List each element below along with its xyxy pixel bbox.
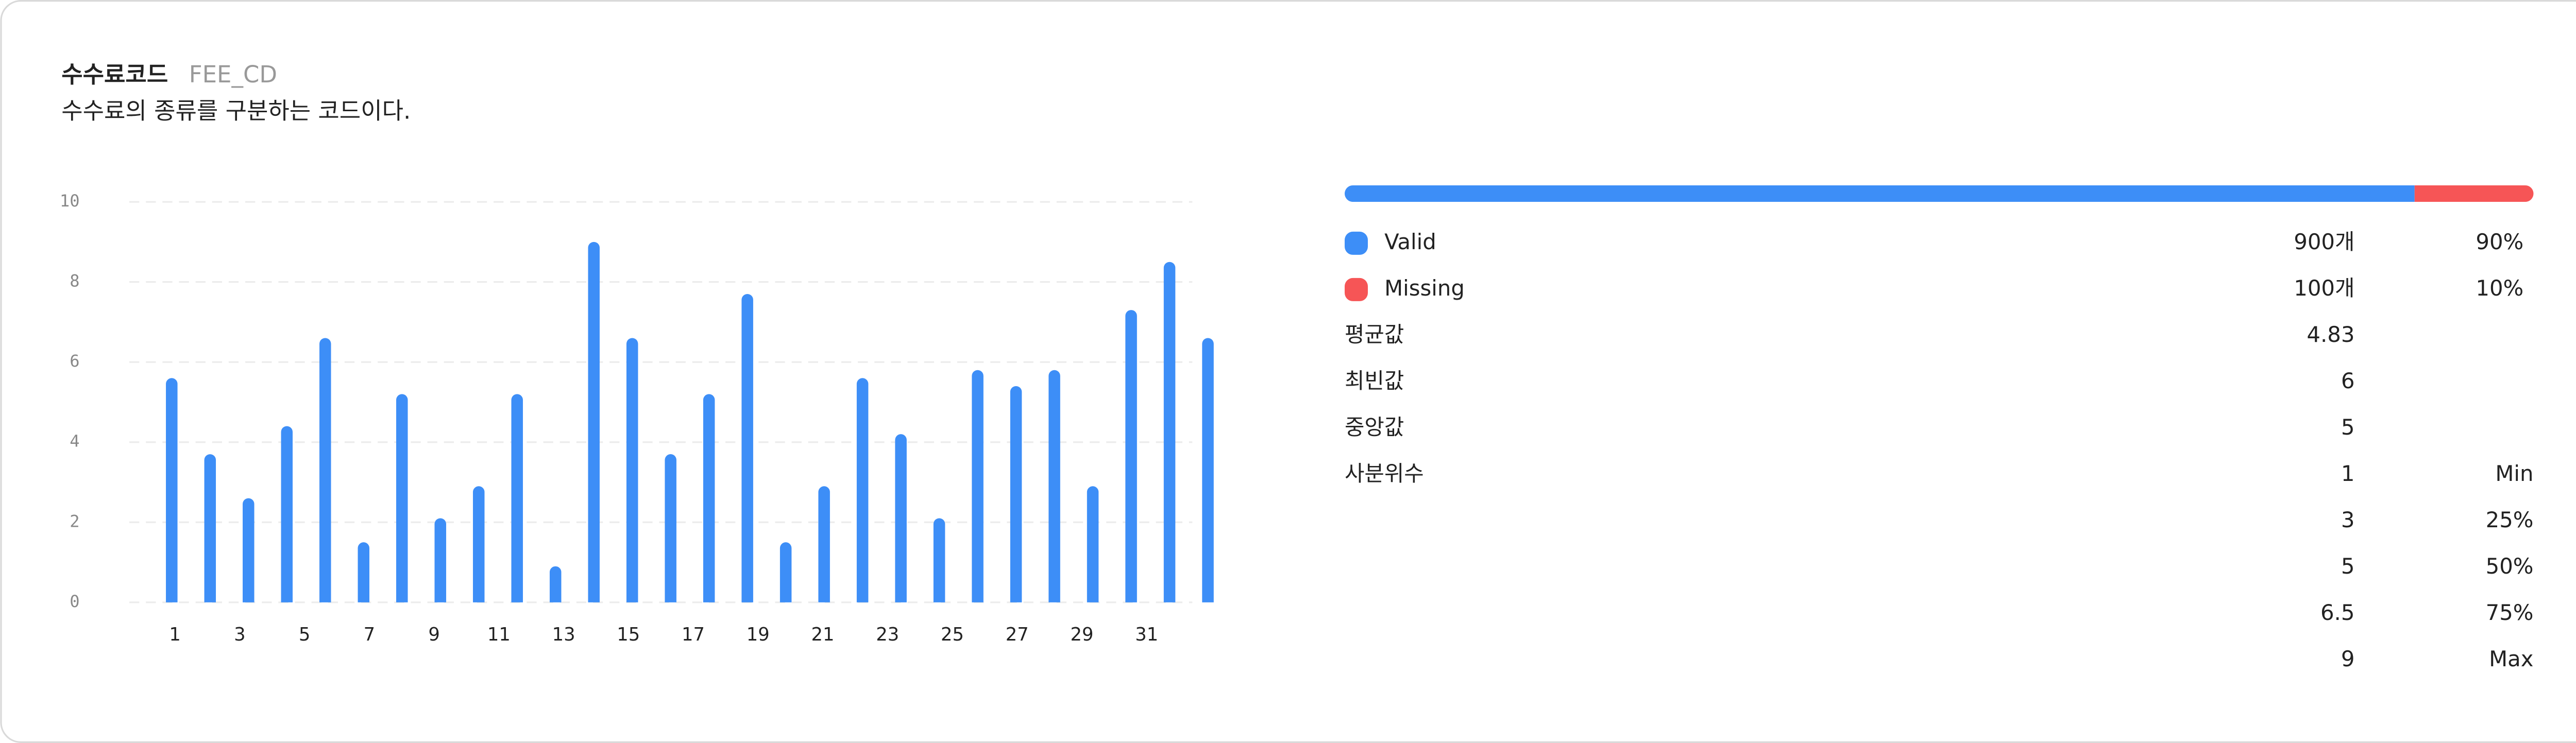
x-tick-label: 7 [364,624,376,645]
quartile-label: 50% [2486,554,2534,579]
bar [856,378,869,602]
count: 900개 [2294,229,2354,254]
legend-swatch [1344,278,1368,301]
bar [434,518,446,602]
stat-label: 최빈값 [1345,368,1404,393]
count: 100개 [2294,275,2354,301]
x-tick-label: 21 [811,624,835,645]
completeness-segment [2414,185,2534,202]
quartile-label: 75% [2486,600,2534,625]
quartile-title: 사분위수 [1345,461,1424,486]
x-tick-label: 29 [1071,624,1094,645]
x-tick-label: 25 [941,624,964,645]
stat-value: 5 [2341,414,2355,440]
bar [1087,486,1099,602]
y-tick-label: 4 [70,431,79,451]
x-tick-label: 13 [552,624,575,645]
code: FEE_CD [189,61,277,88]
bar [665,454,676,602]
y-tick-label: 10 [60,191,80,211]
bar [972,370,984,602]
x-tick-label: 27 [1006,624,1029,645]
legend-label: Valid [1384,229,1436,254]
quartile-label: Max [2489,646,2533,671]
description: 수수료의 종류를 구분하는 코드이다. [61,97,411,125]
bar [358,542,369,602]
y-tick-label: 8 [70,271,79,291]
bar [511,394,523,602]
quartile-label: 25% [2486,507,2534,532]
y-tick-label: 2 [70,511,79,531]
x-tick-label: 9 [428,624,440,645]
bar [549,566,562,602]
quartile-label: Min [2495,461,2533,486]
x-tick-label: 15 [617,624,640,645]
bar [818,486,830,602]
bar [396,394,408,602]
bar [166,378,178,602]
legend-swatch [1344,231,1368,255]
bar [204,454,216,602]
x-tick-label: 5 [299,624,310,645]
bar [779,542,792,602]
completeness-segment [1344,185,2415,202]
x-tick-label: 1 [169,624,180,645]
bar [895,434,907,602]
bar [1202,338,1214,602]
bar [319,338,331,602]
x-tick-label: 3 [234,624,246,645]
bar [243,498,255,602]
x-tick-label: 11 [487,624,511,645]
stat-value: 6 [2341,368,2355,393]
percent: 90% [2476,229,2523,254]
x-tick-label: 17 [682,624,705,645]
bar [1048,370,1060,602]
stat-value: 4.83 [2307,322,2354,347]
bar [281,426,293,602]
quartile-value: 1 [2341,461,2355,486]
bar [472,486,485,602]
legend-label: Missing [1384,275,1465,301]
percent: 10% [2476,275,2523,301]
bar [933,518,945,602]
y-tick-label: 6 [70,351,79,371]
quartile-value: 5 [2341,554,2355,579]
stat-label: 평균값 [1345,322,1404,347]
bar [1163,262,1176,602]
quartile-value: 3 [2341,507,2355,532]
x-tick-label: 23 [876,624,899,645]
x-tick-label: 19 [747,624,770,645]
quartile-value: 6.5 [2320,600,2354,625]
bar [1125,310,1137,602]
title: 수수료코드 [61,61,168,88]
x-tick-label: 31 [1135,624,1158,645]
bar [626,338,638,602]
stat-label: 중앙값 [1345,414,1404,440]
bar [1010,386,1022,602]
bar [703,394,715,602]
quartile-value: 9 [2341,646,2355,671]
bar [741,293,753,602]
bar [588,241,600,602]
y-tick-label: 0 [70,592,79,611]
